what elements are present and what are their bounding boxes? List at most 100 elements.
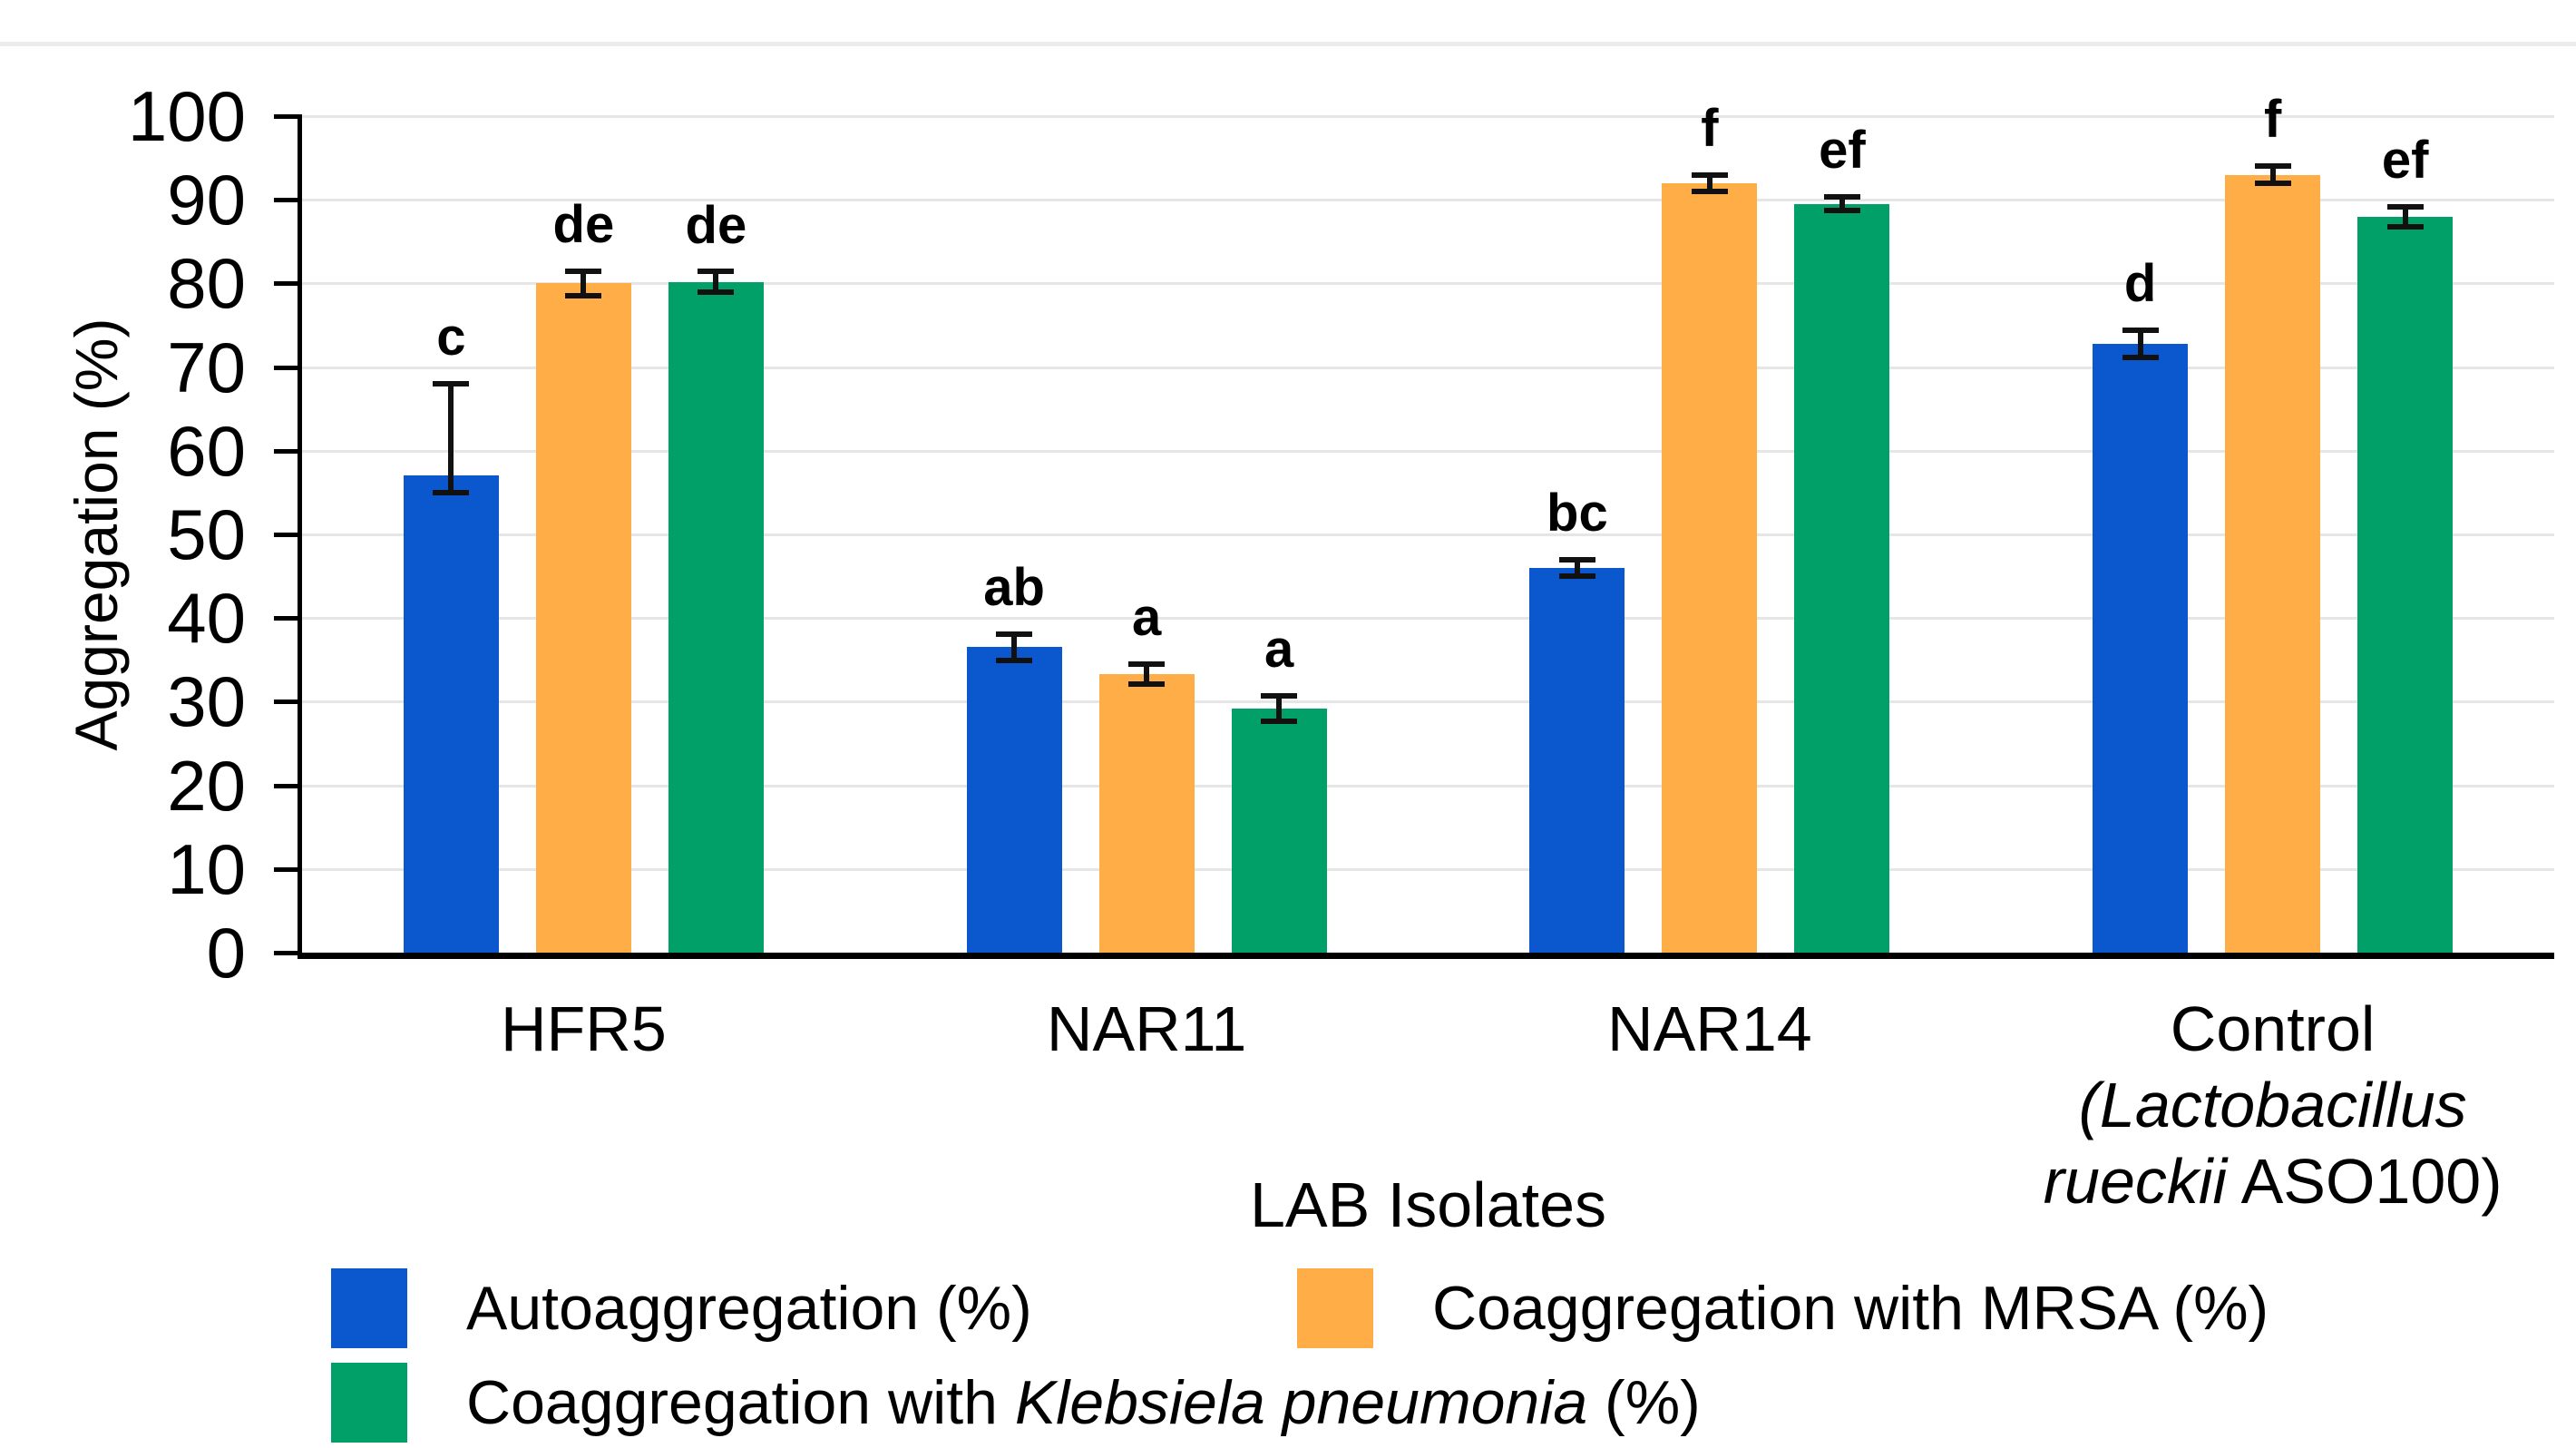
text-segment: Coaggregation with MRSA (%) (1432, 1274, 2269, 1343)
bar (535, 283, 631, 953)
bar-group-nar11: ab a a (865, 116, 1429, 953)
legend-label: Autoaggregation (%) (466, 1273, 1032, 1344)
gridline (302, 533, 2554, 536)
significance-letter: f (1701, 98, 1719, 158)
error-bar-line (2269, 166, 2276, 183)
gridline (302, 617, 2554, 621)
error-bar-cap (1261, 692, 1298, 699)
bar-cell: ef (2357, 116, 2454, 953)
bar-cell: ab (966, 116, 1062, 953)
y-axis-tick (274, 616, 302, 621)
bar (1231, 708, 1327, 953)
y-tick-label: 70 (167, 327, 246, 407)
x-tick-label-line: Control (1991, 991, 2554, 1067)
significance-letter: c (436, 308, 466, 367)
legend-label: Coaggregation with Klebsiela pneumonia (… (466, 1367, 1701, 1438)
error-bar-cap (2122, 328, 2159, 334)
y-axis-tick (274, 114, 302, 119)
bar-group-hfr5: c de de (302, 116, 865, 953)
bar-cell: ef (1794, 116, 1890, 953)
y-tick-label: 0 (206, 913, 246, 993)
error-bar-cap (433, 489, 470, 495)
error-bar-cap (1691, 171, 1728, 178)
bar (1098, 673, 1195, 953)
x-tick-label: NAR11 (865, 991, 1429, 1067)
x-tick-label: NAR14 (1429, 991, 1992, 1067)
error-bar-cap (433, 381, 470, 387)
error-bar-cap (1823, 194, 1860, 201)
bar (2357, 216, 2454, 953)
error-bar-line (2137, 330, 2143, 357)
gridline (302, 199, 2554, 202)
y-tick-label: 50 (167, 494, 246, 574)
bar-cell: c (403, 116, 499, 953)
error-bar-line (1574, 559, 1580, 577)
text-segment: NAR11 (1046, 993, 1247, 1064)
error-bar-cap (1558, 573, 1595, 580)
error-bar-line (448, 384, 454, 493)
significance-letter: de (552, 194, 615, 254)
bar (2225, 174, 2321, 953)
gridline (302, 867, 2554, 871)
top-divider-line (0, 42, 2576, 46)
significance-letter: f (2263, 90, 2282, 150)
bar (966, 647, 1062, 953)
legend-swatch (331, 1363, 407, 1443)
y-tick-label: 40 (167, 578, 246, 659)
bar-cell: a (1231, 116, 1327, 953)
legend-item: Autoaggregation (%) (331, 1268, 1032, 1348)
y-tick-label: 90 (167, 160, 246, 240)
text-segment: Klebsiela pneumonia (1014, 1368, 1588, 1437)
error-bar-line (2402, 206, 2408, 227)
y-axis-tick (274, 365, 302, 370)
text-segment: Control (2170, 993, 2376, 1064)
error-bar-cap (2386, 203, 2424, 210)
significance-letter: d (2123, 254, 2157, 314)
bar-cell: a (1098, 116, 1195, 953)
error-bar-line (1706, 174, 1712, 191)
bar (2093, 343, 2189, 953)
error-bar-cap (996, 631, 1033, 637)
gridline (302, 784, 2554, 788)
error-bar-cap (1128, 681, 1166, 688)
error-bar-line (1276, 695, 1283, 721)
gridline (302, 115, 2554, 118)
y-tick-label: 20 (167, 745, 246, 826)
text-segment: rueckii (2043, 1146, 2227, 1217)
bar-cell: de (668, 116, 764, 953)
y-axis-tick (274, 533, 302, 537)
error-bar-cap (565, 268, 602, 274)
x-tick-label: Control (Lactobacillus rueckii ASO100) (1991, 991, 2554, 1219)
legend-swatch (1297, 1268, 1373, 1348)
error-bar-cap (2254, 163, 2291, 170)
x-tick-label-line: HFR5 (302, 991, 865, 1067)
error-bar-cap (1261, 718, 1298, 724)
bar-cell: d (2093, 116, 2189, 953)
error-bar-cap (1823, 208, 1860, 214)
text-segment: NAR14 (1607, 993, 1812, 1064)
error-bar-cap (2122, 354, 2159, 360)
significance-letter: ab (983, 557, 1045, 617)
error-bar-cap (1128, 660, 1166, 667)
bar-cell: f (1662, 99, 1758, 953)
y-tick-label: 80 (167, 243, 246, 324)
y-axis-tick (274, 448, 302, 454)
error-bar-cap (565, 293, 602, 299)
bar-cell: f (2225, 90, 2321, 953)
error-bar-line (1011, 633, 1018, 661)
text-segment: (Lactobacillus (2078, 1070, 2467, 1140)
x-tick-label-line: NAR14 (1429, 991, 1992, 1067)
gridline (302, 449, 2554, 453)
y-tick-label: 10 (167, 828, 246, 909)
significance-letter: a (1131, 587, 1162, 647)
error-bar-line (1144, 663, 1150, 685)
significance-letter: de (685, 195, 747, 255)
legend-item: Coaggregation with Klebsiela pneumonia (… (331, 1363, 1701, 1443)
error-bar-line (713, 271, 719, 292)
y-axis-tick (274, 866, 302, 872)
gridline (302, 366, 2554, 369)
significance-letter: bc (1547, 483, 1608, 543)
error-bar-cap (1558, 556, 1595, 563)
text-segment: Autoaggregation (%) (466, 1274, 1032, 1343)
y-axis-tick (274, 783, 302, 788)
